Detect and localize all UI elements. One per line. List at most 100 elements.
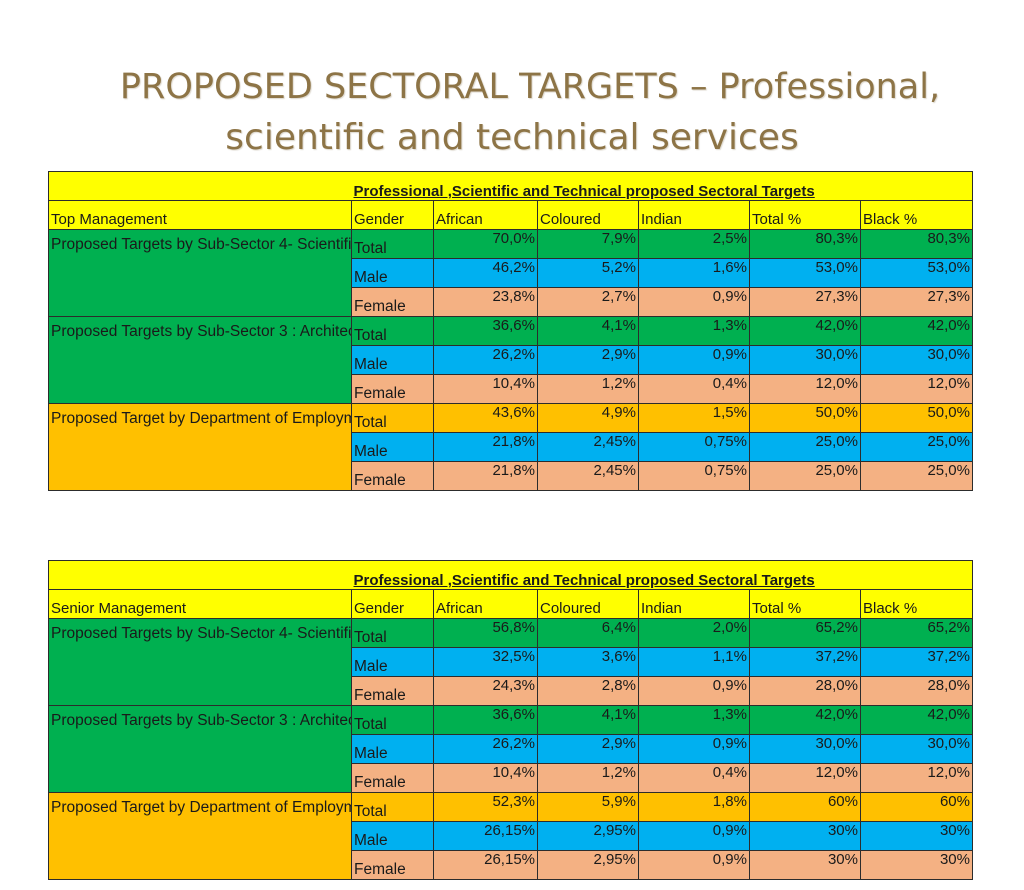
gender-cell: Total: [351, 229, 434, 259]
value-cell: 4,1%: [537, 316, 639, 346]
table-title-cell: [48, 171, 352, 201]
value-cell: 12,0%: [860, 374, 973, 404]
value-cell: 53,0%: [749, 258, 861, 288]
value-cell: 26,15%: [433, 850, 538, 880]
table-row: Proposed Targets by Sub-Sector 3 : Archi…: [48, 705, 973, 793]
table-title: Professional ,Scientific and Technical p…: [351, 560, 973, 590]
gender-cell: Female: [351, 461, 434, 491]
value-cell: 23,8%: [433, 287, 538, 317]
column-header: African: [433, 200, 538, 230]
table-row: Female 26,15% 2,95% 0,9% 30% 30%: [49, 850, 973, 880]
value-cell: 27,3%: [749, 287, 861, 317]
value-cell: 50,0%: [860, 403, 973, 433]
value-cell: 26,15%: [433, 821, 538, 851]
value-cell: 21,8%: [433, 432, 538, 462]
value-cell: 6,4%: [537, 618, 639, 648]
slide-title-line-2: scientific and technical services: [225, 117, 799, 158]
table-row: Female 21,8% 2,45% 0,75% 25,0% 25,0%: [49, 461, 973, 491]
gender-cell: Total: [351, 705, 434, 735]
value-cell: 30%: [860, 821, 973, 851]
value-cell: 1,2%: [537, 374, 639, 404]
value-cell: 25,0%: [749, 461, 861, 491]
value-cell: 0,9%: [638, 345, 750, 375]
value-cell: 65,2%: [860, 618, 973, 648]
value-cell: 2,95%: [537, 850, 639, 880]
value-cell: 28,0%: [749, 676, 861, 706]
management-level-header: Senior Management: [48, 589, 352, 619]
value-cell: 0,9%: [638, 821, 750, 851]
column-header: Black %: [860, 589, 973, 619]
value-cell: 2,9%: [537, 345, 639, 375]
gender-cell: Male: [351, 258, 434, 288]
column-header: Gender: [351, 589, 434, 619]
value-cell: 65,2%: [749, 618, 861, 648]
value-cell: 80,3%: [749, 229, 861, 259]
column-header: Total %: [749, 200, 861, 230]
table-row: Proposed Targets by Sub-Sector 4- Scient…: [48, 618, 973, 706]
column-header: Coloured: [537, 200, 639, 230]
table-row: Proposed Target by Department of Employm…: [48, 403, 973, 491]
column-header: African: [433, 589, 538, 619]
table-row: Male 32,5% 3,6% 1,1% 37,2% 37,2%: [49, 647, 973, 677]
table-row: Male 26,2% 2,9% 0,9% 30,0% 30,0%: [49, 345, 973, 375]
gender-cell: Total: [351, 316, 434, 346]
gender-cell: Female: [351, 763, 434, 793]
sub-sector-label: Proposed Target by Department of Employm…: [48, 403, 352, 491]
value-cell: 30%: [749, 821, 861, 851]
value-cell: 50,0%: [749, 403, 861, 433]
value-cell: 42,0%: [749, 316, 861, 346]
value-cell: 42,0%: [749, 705, 861, 735]
table-row: Proposed Targets by Sub-Sector 3 : Archi…: [48, 316, 973, 404]
value-cell: 10,4%: [433, 763, 538, 793]
value-cell: 12,0%: [749, 374, 861, 404]
table-title-text: Professional ,Scientific and Technical p…: [353, 183, 815, 200]
value-cell: 30,0%: [860, 345, 973, 375]
table-row: Male 26,15% 2,95% 0,9% 30% 30%: [49, 821, 973, 851]
table-row: Female 23,8% 2,7% 0,9% 27,3% 27,3%: [49, 287, 973, 317]
value-cell: 1,8%: [638, 792, 750, 822]
column-header-row: Top Management Gender African Coloured India…: [48, 200, 973, 230]
gender-cell: Male: [351, 432, 434, 462]
table-title-row: Professional ,Scientific and Technical p…: [48, 171, 973, 201]
value-cell: 2,0%: [638, 618, 750, 648]
value-cell: 25,0%: [860, 461, 973, 491]
table-row: Proposed Targets by Sub-Sector 4- Scient…: [48, 229, 973, 317]
sub-sector-label: Proposed Target by Department of Employm…: [48, 792, 352, 880]
table-row: Female 10,4% 1,2% 0,4% 12,0% 12,0%: [49, 763, 973, 793]
value-cell: 2,5%: [638, 229, 750, 259]
value-cell: 1,1%: [638, 647, 750, 677]
value-cell: 70,0%: [433, 229, 538, 259]
column-header: Indian: [638, 589, 750, 619]
value-cell: 2,95%: [537, 821, 639, 851]
value-cell: 0,9%: [638, 676, 750, 706]
value-cell: 0,9%: [638, 734, 750, 764]
table-title: Professional ,Scientific and Technical p…: [351, 171, 973, 201]
value-cell: 1,2%: [537, 763, 639, 793]
sub-sector-label: Proposed Targets by Sub-Sector 4- Scient…: [48, 618, 352, 706]
gender-cell: Male: [351, 821, 434, 851]
table-title-text: Professional ,Scientific and Technical p…: [353, 572, 815, 589]
value-cell: 21,8%: [433, 461, 538, 491]
value-cell: 26,2%: [433, 345, 538, 375]
value-cell: 25,0%: [749, 432, 861, 462]
gender-cell: Total: [351, 403, 434, 433]
value-cell: 32,5%: [433, 647, 538, 677]
value-cell: 30,0%: [749, 345, 861, 375]
gender-cell: Female: [351, 850, 434, 880]
value-cell: 25,0%: [860, 432, 973, 462]
gender-cell: Total: [351, 792, 434, 822]
value-cell: 5,2%: [537, 258, 639, 288]
value-cell: 30,0%: [749, 734, 861, 764]
value-cell: 27,3%: [860, 287, 973, 317]
value-cell: 3,6%: [537, 647, 639, 677]
table-row: Male 26,2% 2,9% 0,9% 30,0% 30,0%: [49, 734, 973, 764]
gender-cell: Male: [351, 647, 434, 677]
table-row: Male 46,2% 5,2% 1,6% 53,0% 53,0%: [49, 258, 973, 288]
table-row: Proposed Target by Department of Employm…: [48, 792, 973, 880]
value-cell: 26,2%: [433, 734, 538, 764]
value-cell: 37,2%: [860, 647, 973, 677]
sub-sector-label: Proposed Targets by Sub-Sector 3 : Archi…: [48, 705, 352, 793]
value-cell: 1,5%: [638, 403, 750, 433]
sub-sector-label: Proposed Targets by Sub-Sector 4- Scient…: [48, 229, 352, 317]
column-header: Indian: [638, 200, 750, 230]
